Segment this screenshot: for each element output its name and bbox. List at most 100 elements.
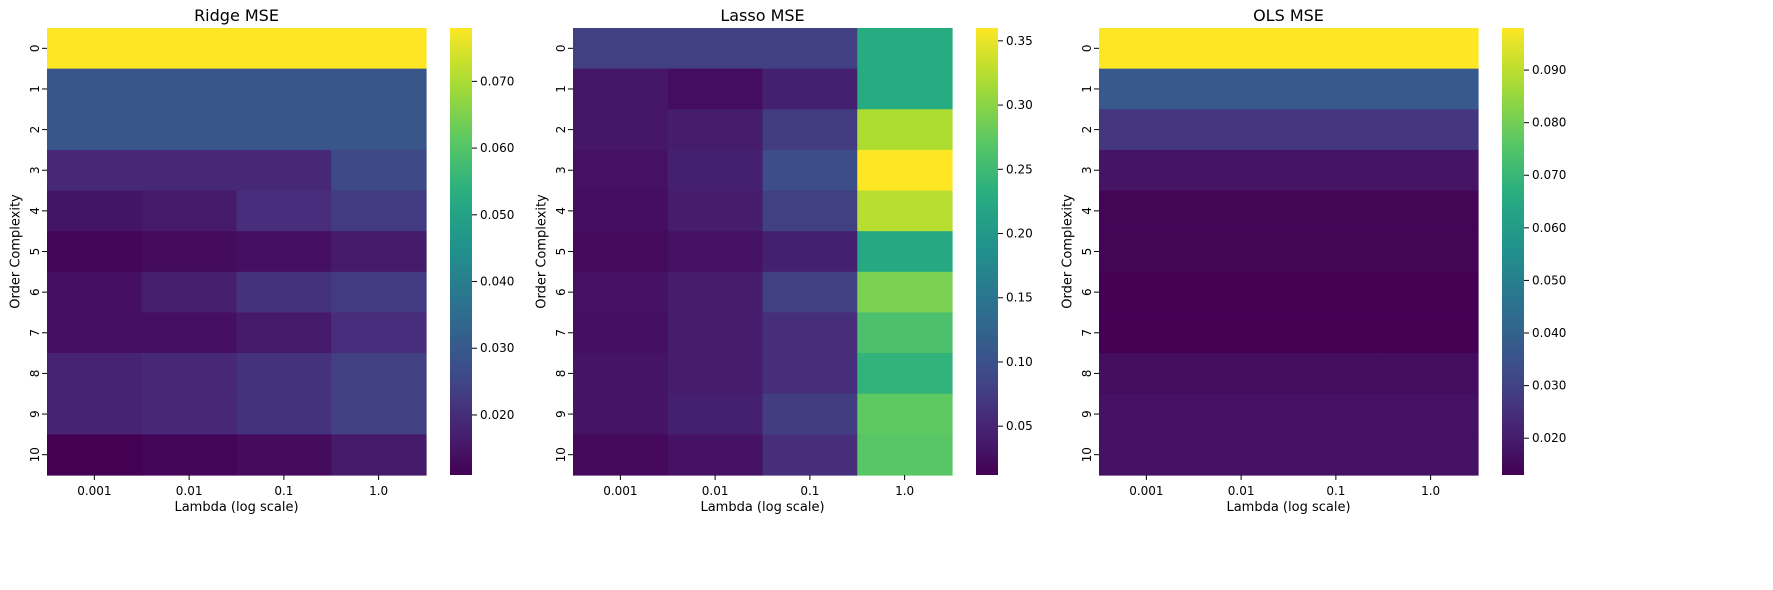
heatmap-cell [47,393,143,435]
heatmap-cell [47,353,143,395]
heatmap-cell [573,68,669,110]
colorbar [450,28,472,475]
colorbar-tick-label: 0.30 [1006,98,1033,112]
heatmap-cell [236,353,332,395]
heatmap-cell [762,434,858,476]
x-tick-label: 1.0 [369,484,388,498]
heatmap-cell [47,190,143,232]
heatmap-cell [667,231,764,273]
heatmap-cell [1193,434,1290,476]
heatmap-cell [1099,190,1195,232]
heatmap-cell [1099,271,1195,314]
x-tick-label: 0.1 [274,484,293,498]
heatmap-cell [667,109,764,151]
heatmap-cell [667,190,764,232]
heatmap-cell [47,312,143,354]
heatmap-cell [47,271,143,314]
heatmap-cell [762,231,858,273]
heatmap-cell [331,393,427,435]
y-tick-label: 2 [28,126,42,134]
heatmap-cell [331,271,427,314]
heatmap-cell [857,312,953,354]
colorbar-tick-label: 0.20 [1006,227,1033,241]
y-tick-label: 3 [1080,166,1094,174]
heatmap-cell [1193,149,1290,192]
heatmap-cell [141,434,238,476]
colorbar-tick-label: 0.050 [480,208,514,222]
y-tick-label: 1 [1080,85,1094,93]
heatmap-cell [331,434,427,476]
y-axis-label: Order Complexity [535,194,550,309]
heatmap-cell [667,68,764,110]
heatmap-cell [667,149,764,192]
y-tick-label: 6 [28,288,42,296]
y-tick-label: 7 [28,329,42,337]
heatmap-cell [857,271,953,314]
y-tick-label: 9 [28,410,42,418]
heatmap-cell [1288,312,1384,354]
y-tick-label: 5 [28,248,42,256]
x-axis-label: Lambda (log scale) [1226,500,1350,515]
colorbar-tick-label: 0.070 [1532,168,1566,182]
heatmap-cell [857,231,953,273]
heatmap-cell [47,434,143,476]
x-tick-label: 0.001 [603,484,637,498]
heatmap-cell [573,190,669,232]
heatmap-cell [667,271,764,314]
heatmap-cell [857,353,953,395]
heatmap-cell [857,434,953,476]
y-tick-label: 0 [1080,44,1094,52]
heatmap-cell [573,353,669,395]
heatmap-cell [1193,28,1290,70]
heatmap-cell [762,190,858,232]
heatmap-cell [1193,190,1290,232]
heatmap-cell [331,28,427,70]
x-tick-label: 0.1 [1326,484,1345,498]
heatmap-panel-1: Ridge MSE 0.001 0.01 0.1 1.0 0 1 2 3 4 5 6 7 8 9 10 Lamb… [9,6,515,515]
heatmap-cell [141,312,238,354]
y-tick-label: 9 [554,410,568,418]
colorbar-tick-label: 0.040 [1532,326,1566,340]
heatmap-cell [762,68,858,110]
heatmap-cell [1383,149,1479,192]
heatmap-cell [573,434,669,476]
heatmap-cell [1099,393,1195,435]
heatmap-cell [1193,231,1290,273]
y-tick-label: 10 [28,447,42,462]
y-tick-label: 7 [554,329,568,337]
x-tick-label: 0.01 [1228,484,1255,498]
y-tick-label: 5 [1080,248,1094,256]
colorbar-tick-label: 0.10 [1006,355,1033,369]
y-tick-label: 1 [28,85,42,93]
heatmap-cell [236,312,332,354]
heatmap-cell [236,28,332,70]
heatmap-cell [1288,231,1384,273]
heatmap-cell [1099,28,1195,70]
chart-title: OLS MSE [1253,6,1324,25]
heatmap-cell [1288,393,1384,435]
heatmap-cell [1288,149,1384,192]
y-tick-label: 0 [28,44,42,52]
x-tick-label: 0.1 [800,484,819,498]
x-tick-label: 1.0 [1421,484,1440,498]
colorbar-tick-label: 0.050 [1532,273,1566,287]
y-tick-label: 2 [1080,126,1094,134]
y-tick-label: 3 [28,166,42,174]
x-tick-label: 0.001 [1129,484,1163,498]
y-tick-label: 0 [554,44,568,52]
y-tick-label: 4 [1080,207,1094,215]
colorbar-tick-label: 0.080 [1532,116,1566,130]
heatmap-cell [47,68,143,110]
colorbar-tick-label: 0.040 [480,275,514,289]
y-tick-label: 4 [554,207,568,215]
heatmap-cell [1288,68,1384,110]
chart-title: Lasso MSE [720,6,804,25]
heatmap-cell [331,109,427,151]
colorbar-tick-label: 0.030 [480,341,514,355]
heatmap-cell [573,149,669,192]
heatmap-cell [1193,312,1290,354]
heatmap-cell [236,109,332,151]
heatmap-cell [667,353,764,395]
heatmap-cell [236,434,332,476]
heatmap-cell [667,28,764,70]
